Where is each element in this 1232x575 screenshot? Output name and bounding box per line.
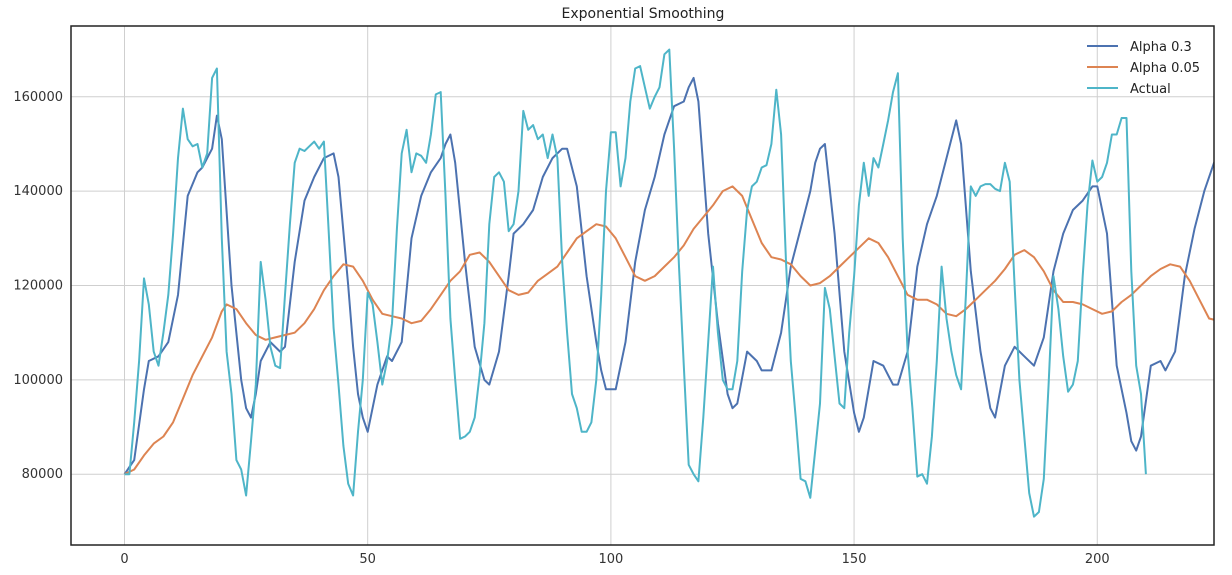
grid <box>71 26 1214 545</box>
legend-label: Alpha 0.05 <box>1130 61 1200 76</box>
x-tick-label: 100 <box>598 552 623 567</box>
plot-frame <box>70 25 1215 546</box>
series-line-1 <box>123 76 1214 475</box>
x-tick-label: 150 <box>842 552 867 567</box>
legend-label: Actual <box>1130 82 1171 97</box>
series-layer <box>123 48 1214 518</box>
series-line-2 <box>124 185 1214 476</box>
chart-title: Exponential Smoothing <box>562 6 725 22</box>
y-tick-label: 100000 <box>13 373 63 388</box>
x-tick-label: 0 <box>120 552 128 567</box>
series-line-3 <box>124 48 1147 518</box>
ticks: 0 50 100 150 200 80000 100000 120000 140000 16000… <box>13 90 1109 567</box>
y-tick-label: 120000 <box>13 279 63 294</box>
y-tick-label: 140000 <box>13 184 63 199</box>
legend: Alpha 0.3 Alpha 0.05 Actual <box>1087 40 1200 97</box>
y-tick-label: 80000 <box>22 467 63 482</box>
legend-label: Alpha 0.3 <box>1130 40 1192 55</box>
x-tick-label: 200 <box>1085 552 1110 567</box>
y-tick-label: 160000 <box>13 90 63 105</box>
x-tick-label: 50 <box>359 552 376 567</box>
